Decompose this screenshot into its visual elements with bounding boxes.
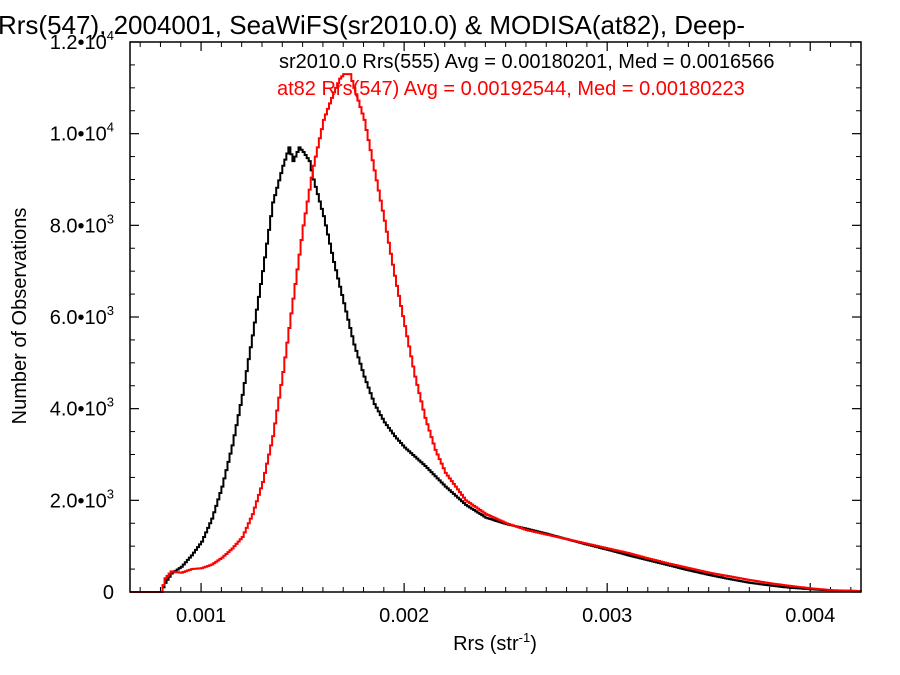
chart-title: Rrs(547), 2004001, SeaWiFS(sr2010.0) & M… (0, 10, 745, 40)
x-axis-label-main: Rrs (str (453, 633, 519, 655)
y-tick-label-mantissa: 8.0•10 (50, 215, 107, 237)
y-tick-label: 6.0•103 (50, 303, 114, 329)
y-tick-label: 2.0•103 (50, 486, 114, 512)
x-axis-label-end: ) (530, 633, 537, 655)
y-tick-label-mantissa: 0 (103, 582, 114, 604)
y-tick-label-mantissa: 2.0•10 (50, 490, 107, 512)
series-line-black (130, 146, 862, 593)
x-tick-label: 0.001 (176, 605, 226, 627)
y-tick-label-exponent: 3 (107, 303, 114, 318)
y-axis-label: Number of Observations (9, 208, 31, 425)
y-tick-label-exponent: 3 (107, 395, 114, 410)
x-axis-label-superscript: -1 (519, 630, 531, 645)
x-axis-ticks: 0.001 0.002 0.003 0.004 (139, 42, 852, 627)
y-tick-label-exponent: 3 (107, 486, 114, 501)
y-tick-label-mantissa: 6.0•10 (50, 307, 107, 329)
y-axis-ticks: 02.0•1034.0•1036.0•1038.0•1031.0•1041.2•… (50, 28, 861, 604)
y-tick-label-exponent: 4 (107, 28, 114, 43)
y-tick-label: 1.2•104 (50, 28, 114, 54)
x-tick-label: 0.002 (379, 605, 429, 627)
y-tick-label-mantissa: 1.2•10 (50, 32, 107, 54)
y-tick-label-exponent: 4 (107, 120, 114, 135)
x-tick-label: 0.004 (785, 605, 835, 627)
series-line-red (130, 73, 862, 593)
y-tick-label: 8.0•103 (50, 211, 114, 237)
y-tick-label-exponent: 3 (107, 211, 114, 226)
y-tick-label-mantissa: 1.0•10 (50, 124, 107, 146)
x-tick-label: 0.003 (582, 605, 632, 627)
y-tick-label: 0 (103, 582, 114, 604)
plot-frame (129, 41, 862, 593)
x-axis-label: Rrs (str-1) (453, 630, 537, 655)
legend-entry-black: sr2010.0 Rrs(555) Avg = 0.00180201, Med … (279, 51, 775, 73)
series-layer (130, 73, 862, 593)
legend-entry-red: at82 Rrs(547) Avg = 0.00192544, Med = 0.… (277, 78, 745, 100)
y-tick-label: 1.0•104 (50, 120, 114, 146)
y-tick-label: 4.0•103 (50, 395, 114, 421)
y-tick-label-mantissa: 4.0•10 (50, 399, 107, 421)
